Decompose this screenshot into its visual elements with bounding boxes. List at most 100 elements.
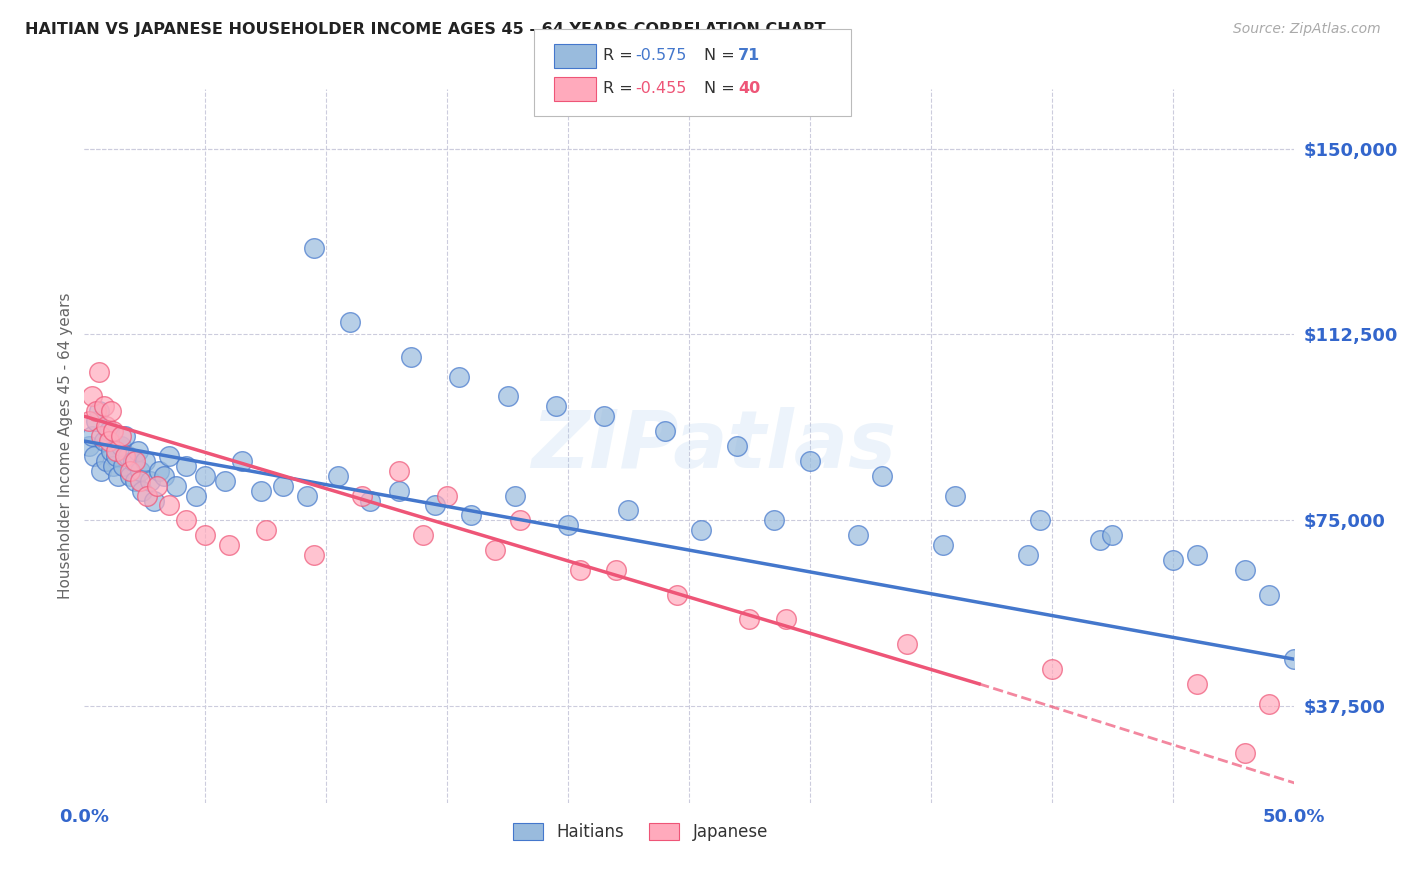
Point bbox=[136, 489, 159, 503]
Point bbox=[1017, 548, 1039, 562]
Point bbox=[1234, 746, 1257, 760]
Point bbox=[617, 503, 640, 517]
Point bbox=[943, 489, 966, 503]
Point bbox=[103, 458, 125, 473]
Point bbox=[762, 513, 785, 527]
Point bbox=[121, 454, 143, 468]
Point bbox=[302, 241, 325, 255]
Point bbox=[1028, 513, 1050, 527]
Point bbox=[117, 449, 139, 463]
Point bbox=[120, 464, 142, 478]
Point bbox=[131, 483, 153, 498]
Text: Source: ZipAtlas.com: Source: ZipAtlas.com bbox=[1233, 22, 1381, 37]
Point bbox=[104, 449, 127, 463]
Point bbox=[114, 449, 136, 463]
Point bbox=[129, 474, 152, 488]
Point bbox=[503, 489, 526, 503]
Point bbox=[1258, 588, 1281, 602]
Point bbox=[1040, 662, 1063, 676]
Point bbox=[129, 464, 152, 478]
Point bbox=[87, 365, 110, 379]
Point bbox=[932, 538, 955, 552]
Point bbox=[725, 439, 748, 453]
Point bbox=[146, 478, 169, 492]
Point bbox=[1258, 697, 1281, 711]
Point bbox=[250, 483, 273, 498]
Text: 40: 40 bbox=[738, 81, 761, 95]
Point bbox=[110, 429, 132, 443]
Text: -0.455: -0.455 bbox=[636, 81, 688, 95]
Point bbox=[896, 637, 918, 651]
Text: HAITIAN VS JAPANESE HOUSEHOLDER INCOME AGES 45 - 64 YEARS CORRELATION CHART: HAITIAN VS JAPANESE HOUSEHOLDER INCOME A… bbox=[25, 22, 825, 37]
Point bbox=[157, 499, 180, 513]
Point bbox=[194, 468, 217, 483]
Point bbox=[114, 429, 136, 443]
Point bbox=[174, 513, 197, 527]
Point bbox=[496, 389, 519, 403]
Point bbox=[83, 449, 105, 463]
Point bbox=[295, 489, 318, 503]
Point bbox=[110, 439, 132, 453]
Point bbox=[87, 404, 110, 418]
Point bbox=[799, 454, 821, 468]
Point bbox=[124, 454, 146, 468]
Point bbox=[90, 464, 112, 478]
Point bbox=[77, 439, 100, 453]
Point bbox=[157, 449, 180, 463]
Point bbox=[138, 474, 160, 488]
Point bbox=[339, 315, 361, 329]
Point bbox=[148, 464, 170, 478]
Point bbox=[423, 499, 446, 513]
Y-axis label: Householder Income Ages 45 - 64 years: Householder Income Ages 45 - 64 years bbox=[58, 293, 73, 599]
Point bbox=[449, 369, 471, 384]
Point bbox=[388, 483, 411, 498]
Point bbox=[1185, 548, 1208, 562]
Point bbox=[107, 468, 129, 483]
Point bbox=[143, 493, 166, 508]
Point bbox=[153, 468, 176, 483]
Point bbox=[127, 444, 149, 458]
Point bbox=[90, 429, 112, 443]
Point bbox=[872, 468, 894, 483]
Point bbox=[231, 454, 253, 468]
Point bbox=[103, 424, 125, 438]
Text: 71: 71 bbox=[738, 48, 761, 62]
Legend: Haitians, Japanese: Haitians, Japanese bbox=[506, 816, 775, 848]
Text: ZIPatlas: ZIPatlas bbox=[530, 407, 896, 485]
Point bbox=[484, 543, 506, 558]
Text: R =: R = bbox=[603, 81, 638, 95]
Point bbox=[214, 474, 236, 488]
Point bbox=[124, 474, 146, 488]
Point bbox=[254, 523, 277, 537]
Point bbox=[100, 404, 122, 418]
Point bbox=[654, 424, 676, 438]
Point bbox=[1185, 677, 1208, 691]
Text: N =: N = bbox=[704, 81, 741, 95]
Point bbox=[218, 538, 240, 552]
Point bbox=[569, 563, 592, 577]
Point bbox=[412, 528, 434, 542]
Point bbox=[271, 478, 294, 492]
Point bbox=[80, 429, 103, 443]
Point bbox=[690, 523, 713, 537]
Point bbox=[97, 434, 120, 448]
Point bbox=[112, 458, 135, 473]
Point bbox=[77, 414, 100, 428]
Point bbox=[509, 513, 531, 527]
Point bbox=[1101, 528, 1123, 542]
Point bbox=[80, 389, 103, 403]
Point bbox=[1282, 652, 1305, 666]
Point bbox=[165, 478, 187, 492]
Point bbox=[93, 400, 115, 414]
Text: -0.575: -0.575 bbox=[636, 48, 688, 62]
Point bbox=[460, 508, 482, 523]
Point bbox=[352, 489, 374, 503]
Point bbox=[184, 489, 207, 503]
Point bbox=[93, 434, 115, 448]
Point bbox=[120, 468, 142, 483]
Point bbox=[94, 454, 117, 468]
Point bbox=[86, 414, 108, 428]
Point bbox=[605, 563, 627, 577]
Text: N =: N = bbox=[704, 48, 741, 62]
Point bbox=[174, 458, 197, 473]
